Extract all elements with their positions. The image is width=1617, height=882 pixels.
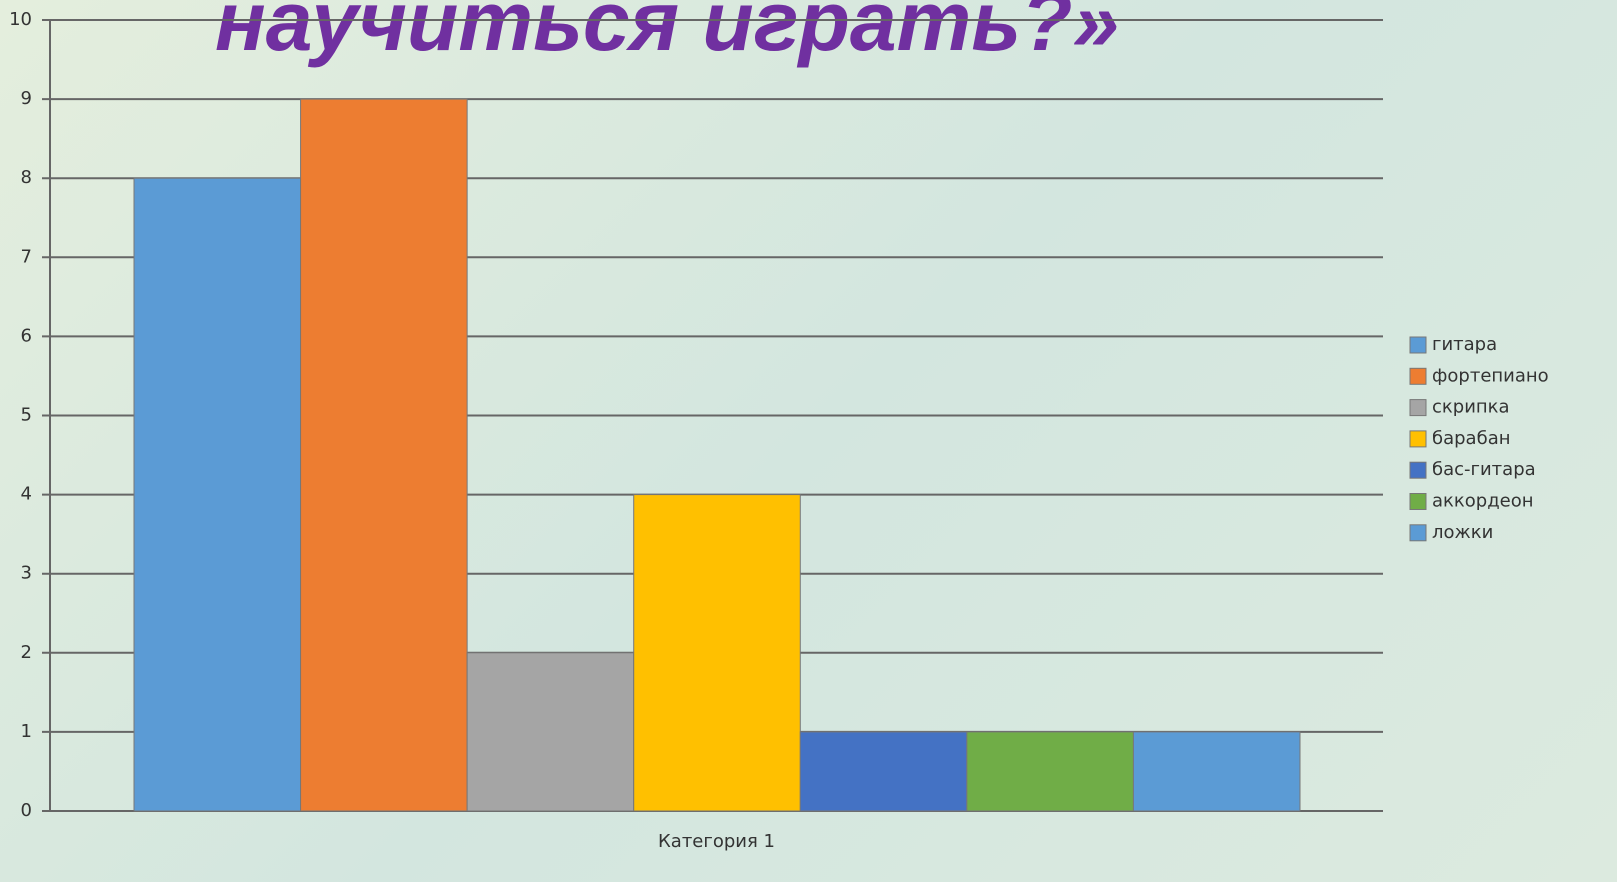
legend-swatch — [1410, 525, 1426, 541]
y-tick-label: 5 — [21, 405, 32, 426]
bar — [467, 653, 634, 811]
chart-title: научиться играть?» — [215, 0, 1119, 68]
chart: научиться играть?» 0 1 2 3 4 5 6 7 8 9 10 Категория… — [0, 0, 1617, 882]
bar — [634, 495, 801, 811]
y-tick-label: 9 — [21, 88, 32, 109]
y-tick-label: 10 — [9, 9, 32, 30]
legend-label: гитара — [1432, 334, 1497, 355]
y-tick-label: 8 — [21, 167, 32, 188]
y-tick-label: 0 — [21, 800, 32, 821]
y-tick-label: 6 — [21, 325, 32, 346]
legend-label: фортепиано — [1432, 365, 1549, 386]
legend-swatch — [1410, 400, 1426, 416]
y-tick-label: 1 — [21, 721, 32, 742]
bar — [1133, 732, 1300, 811]
legend-label: барабан — [1432, 428, 1511, 449]
y-tick-label: 3 — [21, 563, 32, 584]
legend-swatch — [1410, 494, 1426, 510]
legend-swatch — [1410, 337, 1426, 353]
legend-swatch — [1410, 368, 1426, 384]
legend-swatch — [1410, 431, 1426, 447]
x-tick-label: Категория 1 — [658, 831, 775, 852]
y-tick-label: 7 — [21, 246, 32, 267]
legend-label: бас-гитара — [1432, 459, 1536, 480]
y-tick-label: 4 — [21, 484, 32, 505]
legend-swatch — [1410, 462, 1426, 478]
legend-label: аккордеон — [1432, 491, 1534, 512]
bar — [301, 99, 468, 811]
legend-label: ложки — [1432, 522, 1493, 543]
bar — [800, 732, 967, 811]
legend-label: скрипка — [1432, 397, 1510, 418]
bar — [967, 732, 1134, 811]
y-tick-label: 2 — [21, 642, 32, 663]
bar — [134, 178, 301, 811]
